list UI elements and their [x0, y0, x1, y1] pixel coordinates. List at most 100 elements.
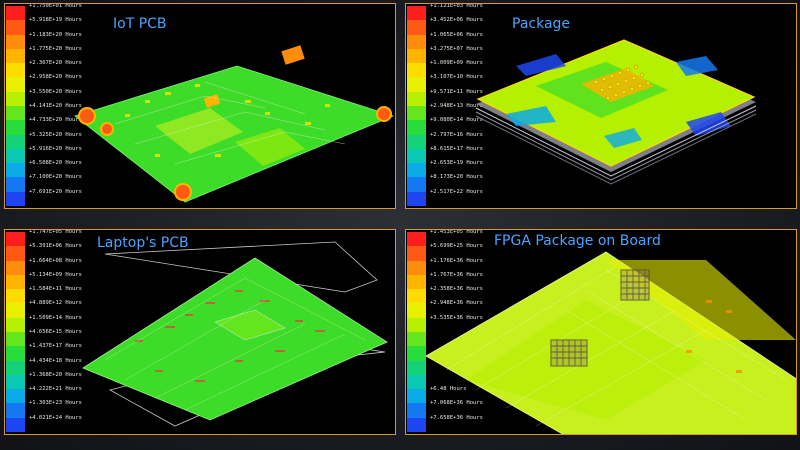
legend-label: +4.656E+15 Hours: [29, 329, 82, 335]
legend-swatch: [407, 106, 426, 121]
legend-swatch: [6, 389, 25, 404]
legend-swatch: [407, 191, 426, 207]
legend-swatch: [6, 346, 25, 362]
legend-label: +3.452E+06 Hours: [430, 17, 483, 24]
legend-label: +7.068E+36 Hours: [430, 400, 483, 407]
legend-swatch: [407, 274, 426, 290]
legend-label: +4.889E+12 Hours: [29, 300, 82, 307]
legend-label: +4.141E+20 Hours: [29, 103, 82, 109]
legend-swatch: [6, 303, 25, 319]
legend-label: +5.134E+09 Hours: [29, 271, 82, 278]
legend-label: +6.508E+20 Hours: [29, 160, 82, 167]
legend-label: +2.948E+13 Hours: [430, 103, 483, 109]
legend-swatch: [6, 148, 25, 164]
legend-swatch: [6, 289, 25, 304]
legend-label: +7.691E+20 Hours: [29, 188, 82, 195]
legend-swatch: [6, 120, 25, 136]
legend-label: +2.958E+20 Hours: [29, 74, 82, 81]
legend: +1.750E+01 Hours +5.918E+19 Hours +1.183E+…: [5, 4, 95, 208]
legend-swatch: [407, 374, 426, 390]
legend-label: +5.918E+19 Hours: [29, 17, 82, 24]
legend-swatch: [6, 403, 25, 419]
legend-label: +4.733E+20 Hours: [29, 117, 82, 124]
panel-title: Package: [512, 16, 571, 32]
legend-label: +3.107E+10 Hours: [430, 74, 483, 81]
legend-swatch: [6, 6, 25, 21]
legend-label: +1.009E+09 Hours: [430, 60, 483, 67]
panel-title: IoT PCB: [113, 16, 167, 32]
legend-label: +1.767E+36 Hours: [430, 271, 483, 278]
legend-swatch: [6, 360, 25, 376]
legend-swatch: [6, 246, 25, 262]
legend-label: +5.699E+25 Hours: [430, 243, 483, 250]
legend-swatch: [6, 106, 25, 121]
legend-label: +8.615E+17 Hours: [430, 145, 483, 152]
legend-swatch: [407, 6, 426, 21]
legend-label: +1.750E+01 Hours: [29, 3, 82, 9]
package-board: [475, 39, 757, 185]
legend-swatch: [407, 360, 426, 376]
legend-label: +5.391E+06 Hours: [29, 243, 82, 250]
legend-label: +2.653E+19 Hours: [430, 160, 483, 167]
legend-swatch: [6, 191, 25, 207]
legend-label: +1.303E+23 Hours: [29, 400, 82, 407]
legend-swatch: [407, 134, 426, 150]
legend-swatch: [407, 260, 426, 276]
legend-label: +2.948E+36 Hours: [430, 300, 483, 307]
legend-swatch: [407, 77, 426, 93]
legend-label: +1.584E+11 Hours: [29, 286, 82, 293]
legend-swatch: [407, 34, 426, 50]
legend-swatch: [6, 34, 25, 50]
legend-swatch: [407, 317, 426, 333]
legend-label: +1.509E+14 Hours: [29, 314, 82, 321]
laptop-pcb-panel: +1.747E+05 Hours +5.391E+06 Hours +1.664E+…: [4, 229, 396, 435]
legend-label: +4.434E+18 Hours: [29, 357, 82, 364]
legend-label: +1.183E+20 Hours: [29, 31, 82, 38]
iot-pcb-board: [74, 45, 395, 203]
legend-swatch: [6, 274, 25, 290]
legend-swatch: [407, 91, 426, 107]
legend-swatch: [6, 232, 25, 247]
legend-swatch: [407, 303, 426, 319]
legend-label: +9.571E+11 Hours: [430, 88, 483, 95]
legend-swatch: [6, 134, 25, 150]
legend-swatch: [6, 374, 25, 390]
legend-swatch: [6, 163, 25, 178]
legend-swatch: [6, 20, 25, 36]
legend: +1.121E+03 Hours +3.452E+06 Hours +1.065E+…: [406, 4, 496, 208]
fpga-board: [425, 251, 796, 434]
legend-swatch: [6, 332, 25, 347]
legend-swatch: [407, 417, 426, 433]
legend-swatch: [6, 91, 25, 107]
legend-label: +2.367E+20 Hours: [29, 60, 82, 67]
legend-label: +1.747E+05 Hours: [29, 229, 82, 235]
legend-label: +1.453E+05 Hours: [430, 229, 483, 235]
legend-swatch: [6, 48, 25, 64]
legend-label: +1.121E+03 Hours: [430, 3, 483, 9]
legend-label: +5.325E+20 Hours: [29, 131, 82, 138]
legend-label: +7.658E+36 Hours: [430, 414, 483, 421]
legend-label: +1.437E+17 Hours: [29, 343, 82, 350]
legend-swatch: [407, 177, 426, 193]
legend-swatch: [407, 403, 426, 419]
legend-swatch: [407, 63, 426, 78]
legend-swatch: [407, 332, 426, 347]
legend-label: +9.080E+14 Hours: [430, 117, 483, 124]
legend-label: +1.065E+06 Hours: [430, 31, 483, 38]
panel-title: FPGA Package on Board: [494, 233, 661, 249]
panel-title: Laptop's PCB: [97, 235, 189, 251]
legend-label: +3.550E+20 Hours: [29, 88, 82, 95]
legend-swatch: [6, 63, 25, 78]
legend-label: +2.517E+22 Hours: [430, 188, 483, 195]
legend-label: +7.100E+20 Hours: [29, 174, 82, 181]
legend-swatch: [407, 48, 426, 64]
legend: +1.453E+05 Hours +5.699E+25 Hours +1.176E+…: [406, 230, 496, 434]
legend-swatch: [407, 346, 426, 362]
legend-label: +5.916E+20 Hours: [29, 145, 82, 152]
legend-label: +3.535E+36 Hours: [430, 314, 483, 321]
legend-swatch: [407, 232, 426, 247]
laptop-pcb-board: [82, 241, 388, 427]
legend-swatch: [407, 389, 426, 404]
legend-label: +3.275E+07 Hours: [430, 45, 483, 52]
fpga-panel: +1.453E+05 Hours +5.699E+25 Hours +1.176E+…: [405, 229, 797, 435]
